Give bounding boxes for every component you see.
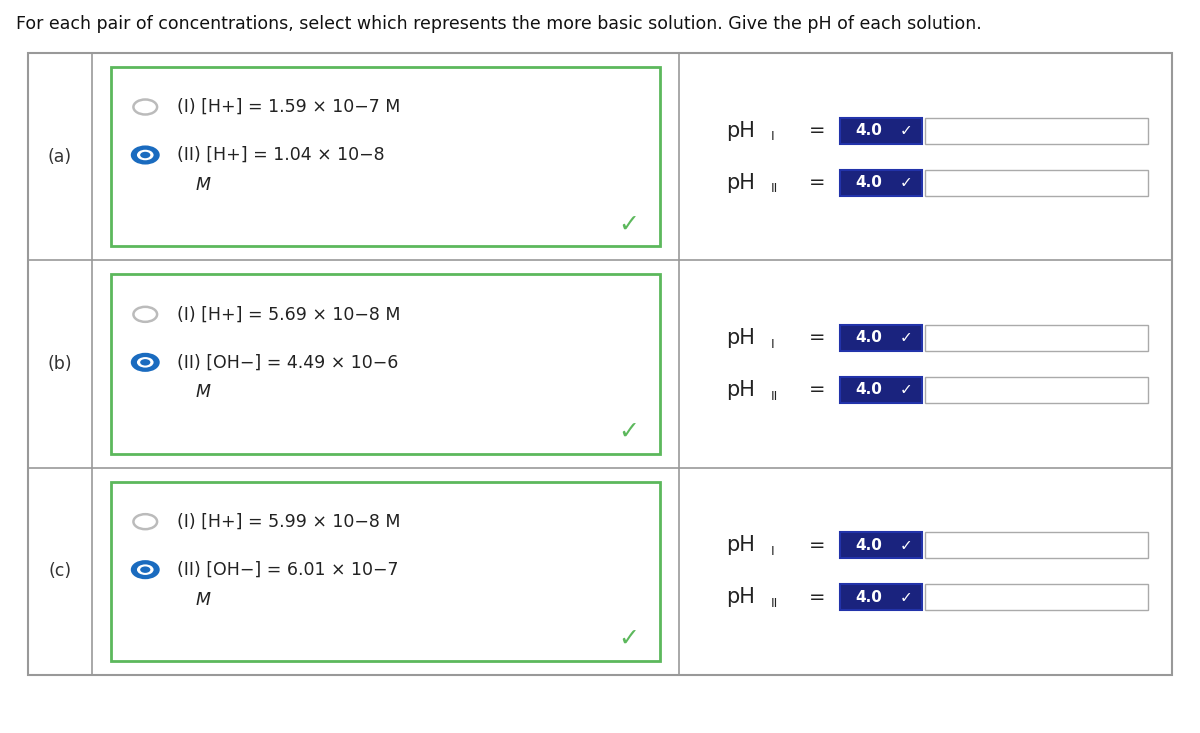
Text: M: M (196, 383, 211, 402)
Text: (II) [H+] = 1.04 × 10−8: (II) [H+] = 1.04 × 10−8 (176, 146, 384, 164)
Text: I: I (770, 545, 774, 558)
Text: 4.0: 4.0 (854, 538, 882, 553)
Text: (I) [H+] = 5.69 × 10−8 M: (I) [H+] = 5.69 × 10−8 M (176, 306, 401, 323)
Text: =: = (809, 121, 824, 140)
Text: ✓: ✓ (900, 123, 913, 138)
Circle shape (137, 564, 154, 575)
Text: pH: pH (726, 173, 755, 193)
Text: (I) [H+] = 5.99 × 10−8 M: (I) [H+] = 5.99 × 10−8 M (176, 512, 401, 531)
Bar (925, 377, 1148, 403)
Bar (110, 274, 660, 454)
Text: pH: pH (726, 535, 755, 556)
Text: ✓: ✓ (900, 383, 913, 397)
Text: For each pair of concentrations, select which represents the more basic solution: For each pair of concentrations, select … (16, 15, 982, 33)
Circle shape (132, 147, 158, 163)
Text: M: M (196, 591, 211, 608)
Circle shape (140, 152, 150, 158)
Bar (925, 532, 1148, 559)
Bar (840, 584, 922, 611)
Bar (840, 377, 922, 403)
Text: ✓: ✓ (900, 538, 913, 553)
Text: 4.0: 4.0 (854, 175, 882, 190)
Bar (840, 169, 922, 196)
Text: pH: pH (726, 587, 755, 608)
Bar (840, 118, 922, 144)
Text: ✓: ✓ (618, 213, 638, 236)
Text: 4.0: 4.0 (854, 590, 882, 605)
Text: M: M (196, 176, 211, 194)
Text: =: = (809, 380, 824, 399)
Text: (c): (c) (48, 562, 72, 581)
Text: (II) [OH−] = 6.01 × 10−7: (II) [OH−] = 6.01 × 10−7 (176, 561, 398, 578)
Text: I: I (770, 130, 774, 143)
Text: II: II (770, 183, 778, 195)
Circle shape (132, 354, 158, 371)
Text: pH: pH (726, 380, 755, 400)
Bar (110, 67, 660, 246)
Text: ✓: ✓ (900, 175, 913, 190)
Text: pH: pH (726, 121, 755, 141)
Circle shape (137, 150, 154, 161)
Text: (II) [OH−] = 4.49 × 10−6: (II) [OH−] = 4.49 × 10−6 (176, 353, 398, 372)
Circle shape (140, 567, 150, 573)
Text: =: = (809, 588, 824, 607)
Bar (840, 325, 922, 351)
Circle shape (132, 561, 158, 578)
Text: =: = (809, 173, 824, 192)
Text: II: II (770, 597, 778, 610)
Text: ✓: ✓ (618, 627, 638, 651)
Text: II: II (770, 389, 778, 402)
Text: =: = (809, 328, 824, 347)
Text: ✓: ✓ (900, 590, 913, 605)
Text: (b): (b) (48, 355, 72, 373)
Text: (I) [H+] = 1.59 × 10−7 M: (I) [H+] = 1.59 × 10−7 M (176, 98, 401, 116)
Bar (925, 169, 1148, 196)
Bar (110, 482, 660, 661)
Bar (840, 532, 922, 559)
Text: =: = (809, 536, 824, 555)
Text: (a): (a) (48, 147, 72, 166)
Circle shape (137, 357, 154, 368)
Text: ✓: ✓ (618, 420, 638, 443)
Bar (29, 53, 1171, 675)
Bar (925, 325, 1148, 351)
Text: 4.0: 4.0 (854, 123, 882, 138)
Bar (925, 584, 1148, 611)
Text: 4.0: 4.0 (854, 383, 882, 397)
Text: pH: pH (726, 328, 755, 348)
Text: 4.0: 4.0 (854, 331, 882, 345)
Bar (925, 118, 1148, 144)
Text: I: I (770, 337, 774, 350)
Text: ✓: ✓ (900, 331, 913, 345)
Circle shape (140, 359, 150, 366)
